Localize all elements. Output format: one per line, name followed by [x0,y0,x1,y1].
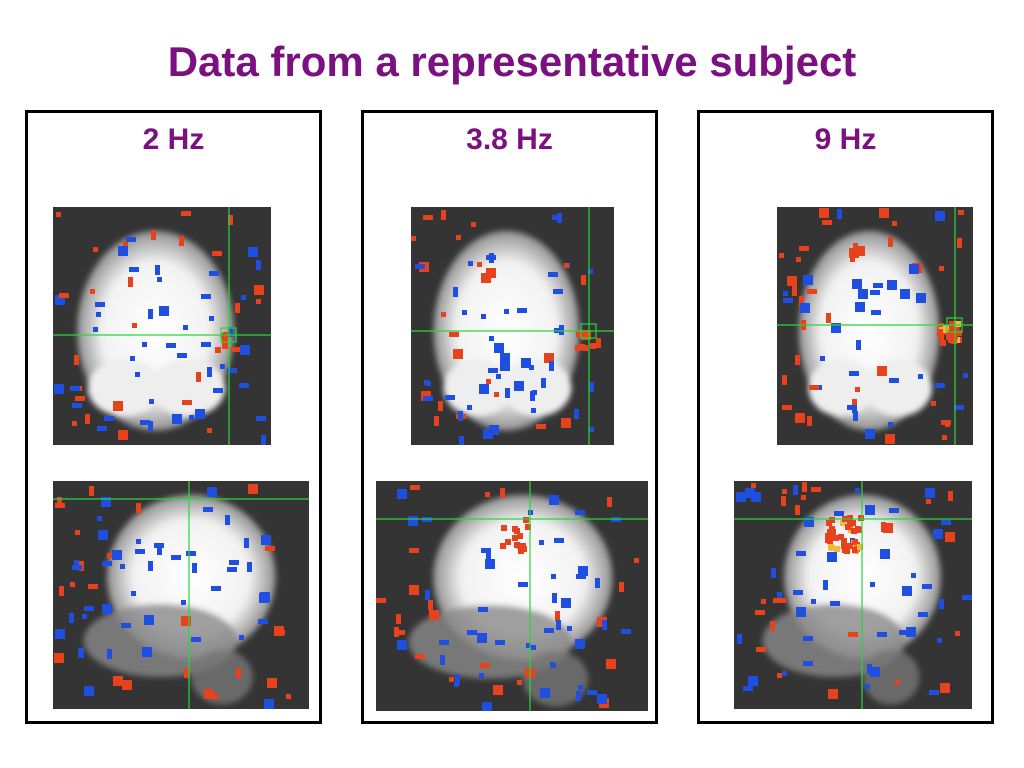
frequency-label: 2 Hz [142,123,205,156]
axial-brain-scan [411,207,614,445]
axial-brain-scan [777,207,973,445]
frequency-label: 9 Hz [814,123,877,156]
panel-9hz: 9 Hz [697,110,994,724]
crosshair [777,207,973,445]
activation-voxels [411,210,601,445]
crosshair [53,207,271,445]
brain-silhouette [76,230,234,431]
coronal-brain-scan [53,481,309,709]
brain-silhouette [408,494,613,707]
panel-3.8hz: 3.8 Hz [361,110,658,724]
coronal-brain-scan [734,481,972,709]
crosshair [411,207,614,445]
panel-2hz: 2 Hz [25,110,322,724]
slide-title: Data from a representative subject [167,38,857,85]
crosshair [734,481,972,709]
crosshair [376,481,648,711]
activation-voxels [779,208,968,444]
axial-brain-scan [53,207,271,445]
brain-silhouette [83,494,276,705]
coronal-brain-scan [376,481,648,711]
frequency-label: 3.8 Hz [466,123,553,156]
crosshair [53,481,309,709]
activation-voxels [54,484,291,709]
activation-voxels [54,211,266,445]
brain-silhouette [798,230,940,431]
activation-voxels [736,482,972,699]
